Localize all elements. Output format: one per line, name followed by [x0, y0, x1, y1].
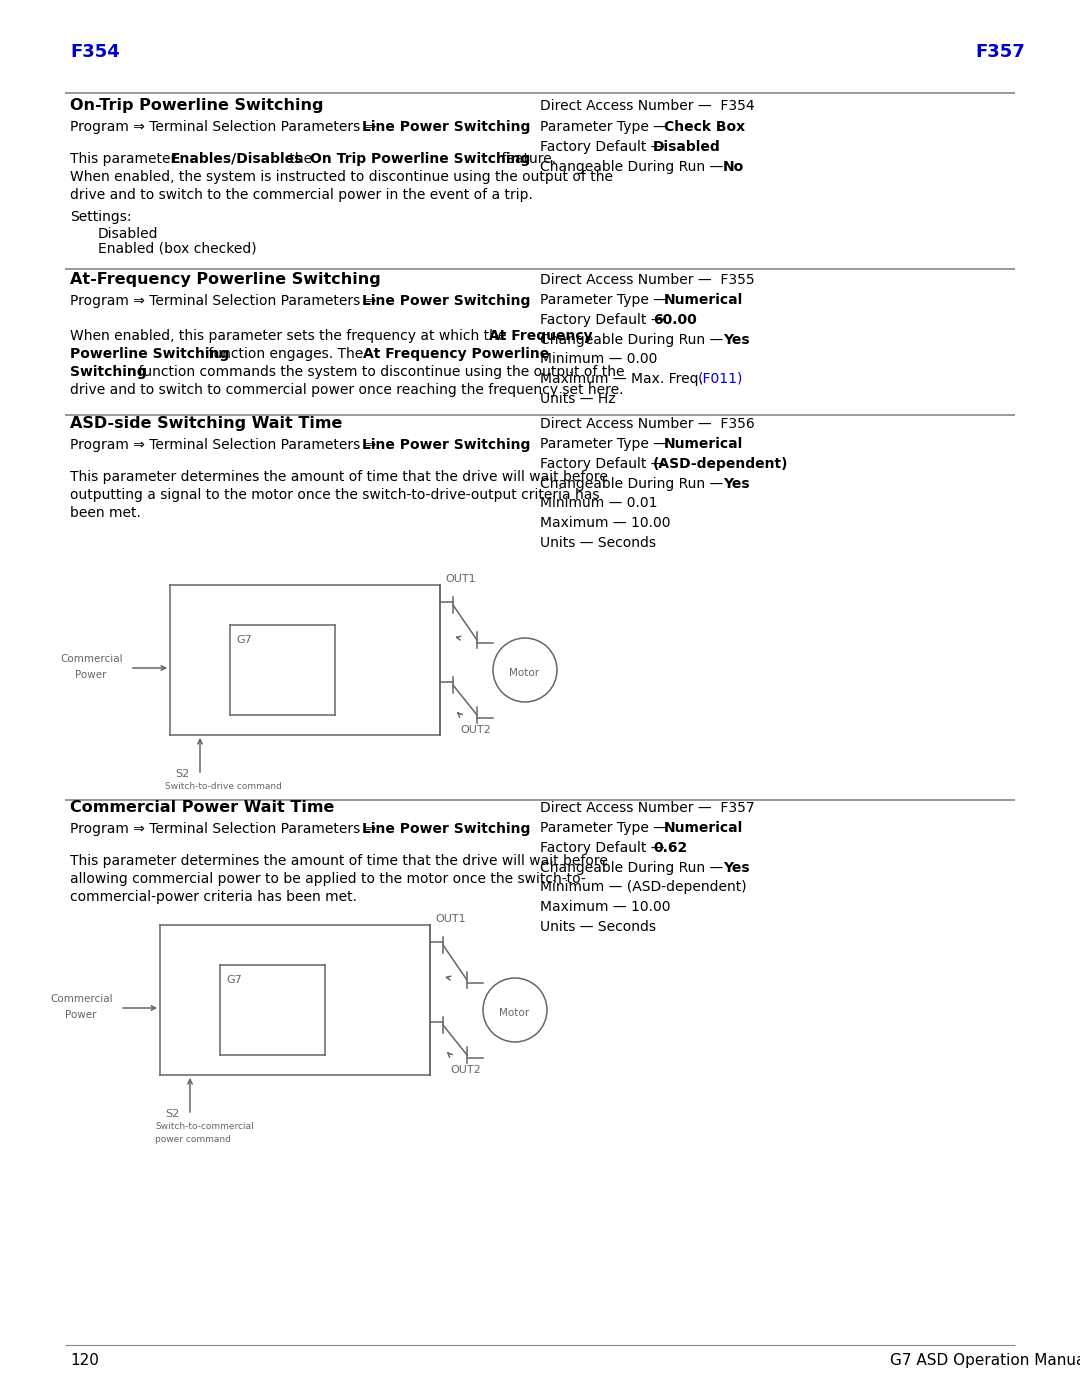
Text: At-Frequency Powerline Switching: At-Frequency Powerline Switching — [70, 272, 381, 286]
Text: Commercial: Commercial — [60, 654, 123, 664]
Text: 120: 120 — [70, 1354, 99, 1368]
Text: outputting a signal to the motor once the switch-to-drive-output criteria has: outputting a signal to the motor once th… — [70, 488, 599, 502]
Text: Units — Seconds: Units — Seconds — [540, 921, 656, 935]
Text: Yes: Yes — [723, 332, 750, 346]
Text: allowing commercial power to be applied to the motor once the switch-to-: allowing commercial power to be applied … — [70, 872, 585, 886]
Text: Minimum — 0.01: Minimum — 0.01 — [540, 496, 658, 510]
Text: Minimum — (ASD-dependent): Minimum — (ASD-dependent) — [540, 880, 746, 894]
Text: Powerline Switching: Powerline Switching — [70, 346, 229, 360]
Text: Yes: Yes — [723, 861, 750, 875]
Text: Yes: Yes — [723, 476, 750, 490]
Text: Power: Power — [65, 1010, 96, 1020]
Text: Check Box: Check Box — [664, 120, 745, 134]
Text: Switching: Switching — [70, 365, 147, 379]
Text: Direct Access Number —  F357: Direct Access Number — F357 — [540, 800, 755, 814]
Text: Commercial Power Wait Time: Commercial Power Wait Time — [70, 800, 335, 814]
Text: Motor: Motor — [509, 668, 539, 678]
Text: been met.: been met. — [70, 506, 140, 520]
Text: G7 ASD Operation Manual: G7 ASD Operation Manual — [890, 1354, 1080, 1368]
Text: Line Power Switching: Line Power Switching — [362, 120, 530, 134]
Text: Commercial: Commercial — [50, 995, 112, 1004]
Text: Settings:: Settings: — [70, 210, 132, 224]
Text: Numerical: Numerical — [664, 437, 743, 451]
Text: Numerical: Numerical — [664, 293, 743, 307]
Text: Changeable During Run —: Changeable During Run — — [540, 476, 728, 490]
Text: function engages. The: function engages. The — [204, 346, 367, 360]
Text: Motor: Motor — [499, 1009, 529, 1018]
Text: feature.: feature. — [497, 152, 556, 166]
Text: This parameter determines the amount of time that the drive will wait before: This parameter determines the amount of … — [70, 854, 608, 868]
Text: function commands the system to discontinue using the output of the: function commands the system to disconti… — [134, 365, 624, 379]
Text: drive and to switch to the commercial power in the event of a trip.: drive and to switch to the commercial po… — [70, 189, 532, 203]
Text: Direct Access Number —  F355: Direct Access Number — F355 — [540, 272, 755, 286]
Text: drive and to switch to commercial power once reaching the frequency set here.: drive and to switch to commercial power … — [70, 383, 623, 397]
Text: G7: G7 — [226, 975, 242, 985]
Text: At Frequency: At Frequency — [489, 330, 593, 344]
Text: ASD-side Switching Wait Time: ASD-side Switching Wait Time — [70, 416, 342, 432]
Text: Units — Hz: Units — Hz — [540, 393, 616, 407]
Text: Direct Access Number —  F356: Direct Access Number — F356 — [540, 416, 755, 432]
Text: Program ⇒ Terminal Selection Parameters ⇒: Program ⇒ Terminal Selection Parameters … — [70, 821, 380, 835]
Text: When enabled, this parameter sets the frequency at which the: When enabled, this parameter sets the fr… — [70, 330, 511, 344]
Text: Maximum — Max. Freq.: Maximum — Max. Freq. — [540, 372, 707, 386]
Text: Minimum — 0.00: Minimum — 0.00 — [540, 352, 658, 366]
Text: Maximum — 10.00: Maximum — 10.00 — [540, 900, 671, 914]
Text: Line Power Switching: Line Power Switching — [362, 821, 530, 835]
Text: Parameter Type —: Parameter Type — — [540, 293, 672, 307]
Text: At Frequency Powerline: At Frequency Powerline — [363, 346, 550, 360]
Text: Parameter Type —: Parameter Type — — [540, 120, 672, 134]
Text: Factory Default —: Factory Default — — [540, 457, 669, 471]
Text: commercial-power criteria has been met.: commercial-power criteria has been met. — [70, 890, 357, 904]
Text: On Trip Powerline Switching: On Trip Powerline Switching — [310, 152, 530, 166]
Text: Switch-to-commercial: Switch-to-commercial — [156, 1122, 254, 1132]
Text: Parameter Type —: Parameter Type — — [540, 821, 672, 835]
Text: OUT2: OUT2 — [460, 725, 490, 735]
Text: No: No — [723, 161, 744, 175]
Text: Changeable During Run —: Changeable During Run — — [540, 332, 728, 346]
Text: power command: power command — [156, 1134, 231, 1144]
Text: (ASD-dependent): (ASD-dependent) — [653, 457, 788, 471]
Text: F354: F354 — [70, 43, 120, 61]
Text: Program ⇒ Terminal Selection Parameters ⇒: Program ⇒ Terminal Selection Parameters … — [70, 439, 380, 453]
Text: Factory Default —: Factory Default — — [540, 841, 669, 855]
Text: Factory Default —: Factory Default — — [540, 313, 669, 327]
Text: OUT1: OUT1 — [445, 574, 475, 584]
Text: OUT2: OUT2 — [450, 1065, 481, 1076]
Text: On-Trip Powerline Switching: On-Trip Powerline Switching — [70, 98, 324, 113]
Text: G7: G7 — [237, 636, 252, 645]
Text: Maximum — 10.00: Maximum — 10.00 — [540, 515, 671, 529]
Text: This parameter determines the amount of time that the drive will wait before: This parameter determines the amount of … — [70, 469, 608, 483]
Text: Direct Access Number —  F354: Direct Access Number — F354 — [540, 99, 755, 113]
Text: (F011): (F011) — [698, 372, 743, 386]
Text: Switch-to-drive command: Switch-to-drive command — [165, 782, 282, 791]
Text: Parameter Type —: Parameter Type — — [540, 437, 672, 451]
Text: S2: S2 — [165, 1109, 179, 1119]
Text: OUT1: OUT1 — [435, 914, 465, 923]
Text: Numerical: Numerical — [664, 821, 743, 835]
Text: 0.62: 0.62 — [653, 841, 687, 855]
Text: Units — Seconds: Units — Seconds — [540, 536, 656, 550]
Text: When enabled, the system is instructed to discontinue using the output of the: When enabled, the system is instructed t… — [70, 170, 613, 184]
Text: Factory Default —: Factory Default — — [540, 140, 669, 154]
Text: Line Power Switching: Line Power Switching — [362, 439, 530, 453]
Text: Program ⇒ Terminal Selection Parameters ⇒: Program ⇒ Terminal Selection Parameters … — [70, 293, 380, 307]
Text: This parameter: This parameter — [70, 152, 180, 166]
Text: S2: S2 — [175, 768, 189, 780]
Text: Line Power Switching: Line Power Switching — [362, 293, 530, 307]
Text: Disabled: Disabled — [98, 226, 159, 242]
Text: Disabled: Disabled — [653, 140, 720, 154]
Text: Enables/Disables: Enables/Disables — [171, 152, 303, 166]
Text: the: the — [285, 152, 316, 166]
Text: Changeable During Run —: Changeable During Run — — [540, 161, 728, 175]
Text: F357: F357 — [975, 43, 1025, 61]
Text: Changeable During Run —: Changeable During Run — — [540, 861, 728, 875]
Text: Enabled (box checked): Enabled (box checked) — [98, 242, 257, 256]
Text: Power: Power — [75, 671, 107, 680]
Text: 60.00: 60.00 — [653, 313, 697, 327]
Text: Program ⇒ Terminal Selection Parameters ⇒: Program ⇒ Terminal Selection Parameters … — [70, 120, 380, 134]
